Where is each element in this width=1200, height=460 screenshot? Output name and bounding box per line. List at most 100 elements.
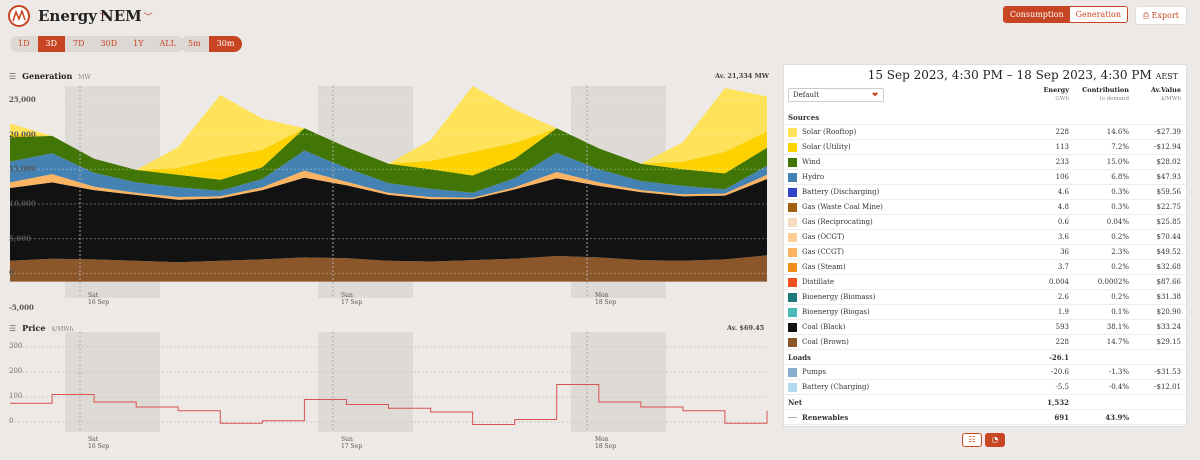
row-c3: $28.02 <box>1156 158 1182 166</box>
col-value-label: Av.Value <box>1150 86 1181 94</box>
range-selector: 1D 3D 7D 30D 1Y ALL <box>10 36 184 52</box>
source-row[interactable]: Gas (OCGT) 3.6 0.2% $70.44 <box>784 230 1186 245</box>
range-button-3d[interactable]: 3D <box>37 36 66 52</box>
interval-button-30m[interactable]: 30m <box>208 36 243 52</box>
range-button-1d[interactable]: 1D <box>18 39 30 48</box>
color-swatch <box>788 277 797 287</box>
row-c1: 233 <box>1055 158 1069 166</box>
row-label: Wind <box>802 158 821 166</box>
price-average: Av. $69.45 <box>727 324 765 332</box>
source-row[interactable]: Solar (Utility) 113 7.2% -$12.94 <box>784 140 1186 155</box>
col-contrib-label: Contribution <box>1082 86 1129 94</box>
source-row[interactable]: Gas (Steam) 3.7 0.2% $32.68 <box>784 260 1186 275</box>
source-row[interactable]: Gas (CCGT) 36 2.3% $49.52 <box>784 245 1186 260</box>
row-c3: $22.75 <box>1156 203 1182 211</box>
row-label: Coal (Black) <box>802 323 846 331</box>
generation-y-tick: 5,000 <box>9 233 31 243</box>
logo[interactable] <box>8 5 30 27</box>
source-row[interactable]: Wind 233 15.0% $28.02 <box>784 155 1186 170</box>
row-c3: -$12.01 <box>1154 383 1181 391</box>
color-swatch <box>788 127 797 137</box>
row-c3: -$12.94 <box>1154 143 1181 151</box>
source-row[interactable]: Gas (Waste Coal Mine) 4.8 0.3% $22.75 <box>784 200 1186 215</box>
source-row[interactable]: Hydro 106 6.8% $47.93 <box>784 170 1186 185</box>
grouping-select-label: Default <box>793 91 820 99</box>
day-label-date: 17 Sep <box>341 299 363 306</box>
range-button-30d[interactable]: 30D <box>100 39 118 48</box>
price-y-tick: 100 <box>9 392 23 400</box>
row-label: Battery (Charging) <box>802 383 870 391</box>
price-chart[interactable] <box>0 332 780 457</box>
color-swatch <box>788 292 797 302</box>
row-c3: -$27.39 <box>1154 128 1181 136</box>
generation-y-tick: 15,000 <box>9 164 36 174</box>
col-energy-unit: GWh <box>1055 96 1069 102</box>
source-row[interactable]: Coal (Brown) 228 14.7% $29.15 <box>784 335 1186 350</box>
color-swatch <box>788 367 797 377</box>
source-table: Sources Solar (Rooftop) 228 14.6% -$27.39 Sol… <box>784 110 1186 425</box>
day-label-day: Mon <box>595 436 609 443</box>
export-button[interactable]: ⎙ Export <box>1134 6 1187 25</box>
row-c1: 4.8 <box>1057 203 1069 211</box>
menu-icon[interactable]: ☰ <box>9 324 17 333</box>
source-row[interactable]: Distillate 0.004 0.0002% $87.66 <box>784 275 1186 290</box>
generation-chart[interactable] <box>0 78 780 318</box>
price-unit: $/MWh <box>51 326 74 333</box>
range-button-7d[interactable]: 7D <box>73 39 85 48</box>
row-c2: 14.7% <box>1106 338 1129 346</box>
table-view-icon[interactable]: ☷ <box>962 433 982 447</box>
day-label-day: Sun <box>341 436 353 443</box>
view-toggle: ☷ ◔ <box>962 433 1005 447</box>
day-label-date: 16 Sep <box>88 299 110 306</box>
row-label: Distillate <box>802 278 835 286</box>
source-row[interactable]: Gas (Reciprocating) 0.6 0.04% $25.85 <box>784 215 1186 230</box>
row-label: Renewables <box>802 412 849 422</box>
source-row[interactable]: Battery (Discharging) 4.6 0.3% $59.56 <box>784 185 1186 200</box>
range-button-1y[interactable]: 1Y <box>133 39 144 48</box>
color-swatch <box>788 247 797 257</box>
menu-icon[interactable]: ☰ <box>9 72 17 81</box>
source-row[interactable]: Bioenergy (Biomass) 2.6 0.2% $31.38 <box>784 290 1186 305</box>
sources-header: Sources <box>784 110 1186 125</box>
color-swatch <box>788 322 797 332</box>
row-c3: $70.44 <box>1156 233 1182 241</box>
row-c3: $47.93 <box>1156 173 1182 181</box>
row-c2: 2.3% <box>1111 248 1129 256</box>
row-label: Gas (Waste Coal Mine) <box>802 203 883 211</box>
generation-y-tick: 10,000 <box>9 198 36 208</box>
row-c1: -26.1 <box>1049 352 1069 362</box>
day-label-day: Mon <box>595 292 609 299</box>
pie-view-icon[interactable]: ◔ <box>985 433 1005 447</box>
network-select[interactable]: NEM ﹀ <box>100 7 153 25</box>
row-c2: 14.6% <box>1106 128 1129 136</box>
consumption-button[interactable]: Consumption <box>1003 7 1070 22</box>
row-c2: 15.0% <box>1106 158 1129 166</box>
price-title: Price <box>22 323 46 333</box>
grouping-select[interactable]: Default ❤ <box>788 88 884 102</box>
row-c1: 113 <box>1055 143 1069 151</box>
mode-toggle: Consumption Generation <box>1002 6 1128 23</box>
date-range: 15 Sep 2023, 4:30 PM – 18 Sep 2023, 4:30… <box>868 68 1178 82</box>
source-row[interactable]: Solar (Rooftop) 228 14.6% -$27.39 <box>784 125 1186 140</box>
day-label-day: Sat <box>88 292 99 299</box>
row-c2: 0.2% <box>1111 233 1129 241</box>
row-c1: 1,532 <box>1047 397 1069 407</box>
region-select[interactable]: Energy ﹀ <box>38 7 108 25</box>
load-row[interactable]: Battery (Charging) -5.5 -0.4% -$12.01 <box>784 380 1186 395</box>
day-label: Sat 16 Sep <box>88 436 109 450</box>
row-c1: 106 <box>1055 173 1069 181</box>
row-c2: 0.04% <box>1106 218 1129 226</box>
source-row[interactable]: Bioenergy (Biogas) 1.9 0.1% $20.90 <box>784 305 1186 320</box>
interval-button-5m[interactable]: 5m <box>188 39 201 48</box>
day-label: Sun 17 Sep <box>341 436 362 450</box>
price-y-tick: 0 <box>9 417 14 425</box>
row-c1: 4.6 <box>1057 188 1069 196</box>
export-icon: ⎙ <box>1142 11 1150 20</box>
color-swatch <box>788 157 797 167</box>
range-button-all[interactable]: ALL <box>159 39 176 48</box>
generation-button[interactable]: Generation <box>1069 7 1127 22</box>
renewables-line-icon <box>788 416 797 418</box>
load-row[interactable]: Pumps -20.6 -1.3% -$31.53 <box>784 365 1186 380</box>
source-row[interactable]: Coal (Black) 593 38.1% $33.24 <box>784 320 1186 335</box>
row-c3: $33.24 <box>1156 323 1182 331</box>
